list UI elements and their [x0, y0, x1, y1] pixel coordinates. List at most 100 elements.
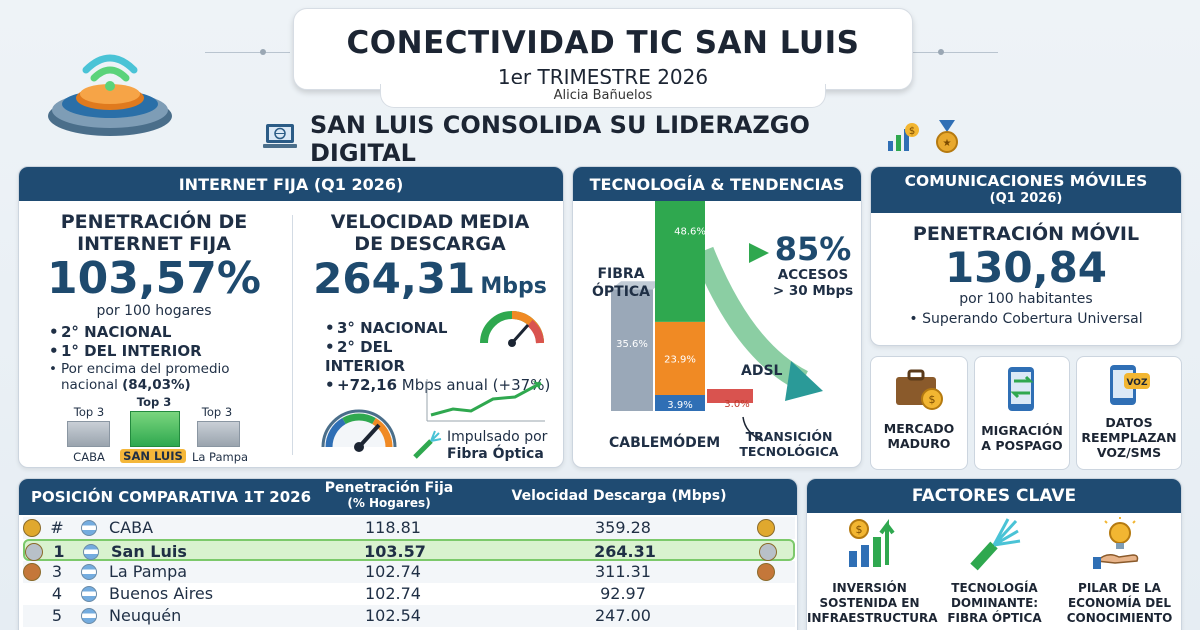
speed-block: VELOCIDAD MEDIA DE DESCARGA 264,31 Mbps	[295, 211, 563, 312]
growth-chart-icon: $	[884, 121, 920, 157]
large-gauge-icon	[317, 399, 401, 457]
stat-85: 85% ACCESOS > 30 Mbps	[763, 231, 861, 299]
fixed-internet-header: INTERNET FIJA (Q1 2026)	[19, 167, 563, 201]
svg-text:$: $	[909, 126, 915, 137]
col-penetration: Penetración Fija (% Hogares)	[324, 480, 454, 511]
ranking-header: POSICIÓN COMPARATIVA 1T 2026 Penetración…	[19, 479, 797, 515]
wifi-logo-icon	[40, 28, 180, 143]
header-rule-right	[913, 52, 998, 53]
province-flag-icon	[83, 544, 99, 560]
speed-medal-icon	[757, 519, 775, 537]
speed-value: 311.31	[595, 562, 651, 581]
trend-line-icon	[423, 375, 549, 429]
label-fibra-2: ÓPTICA	[591, 284, 651, 300]
speed-medal-icon	[757, 563, 775, 581]
transition-line1: TRANSICIÓN	[745, 429, 833, 444]
transition-arrow	[742, 416, 764, 442]
tecnologia-line2: DOMINANTE:	[950, 596, 1039, 610]
rank-medal-icon	[23, 563, 41, 581]
bar-adsl-label: 3.0%	[724, 399, 749, 410]
rank-number: 3	[51, 562, 63, 581]
table-row: 5 Neuquén 102.54 247.00	[23, 605, 795, 627]
podium-bar-sanluis	[130, 411, 180, 447]
province-flag-icon	[81, 564, 97, 580]
tech-panel: TECNOLOGÍA & TENDENCIAS 35.6% 3.9% 23.9% 48…	[572, 166, 862, 468]
penetration-note-2: nacional (84,03%)	[61, 377, 191, 393]
label-fibra-1: FIBRA	[597, 266, 645, 282]
datos-line1: DATOS	[1105, 415, 1153, 430]
speed-medal-icon	[759, 543, 777, 561]
mobile-title: PENETRACIÓN MÓVIL	[912, 223, 1140, 245]
bar-fibra-label: 48.6%	[674, 226, 706, 237]
fiber-driver-line1: Impulsado por	[447, 429, 548, 445]
penetration-title-2: INTERNET FIJA	[77, 233, 231, 255]
speed-value: 264.31	[594, 542, 656, 561]
speed-unit: Mbps	[480, 274, 547, 299]
podium-label-caba: CABA	[73, 450, 105, 464]
pospago-line1: MIGRACIÓN	[981, 423, 1063, 438]
mobile-unit: por 100 habitantes	[959, 291, 1093, 307]
penetration-value: 103.57	[364, 542, 426, 561]
podium-label-sanluis: SAN LUIS	[120, 449, 186, 463]
page-title: CONECTIVIDAD TIC SAN LUIS	[346, 25, 860, 61]
speed-value: 359.28	[595, 518, 651, 537]
factors-panel: FACTORES CLAVE $ INVERSIÓN SOSTENIDA EN …	[806, 478, 1182, 630]
bar-orange-label: 23.9%	[664, 354, 696, 365]
lightbulb-hand-icon	[1057, 517, 1181, 575]
tecnologia-line3: FIBRA ÓPTICA	[947, 611, 1042, 625]
trend-arrow	[692, 246, 809, 391]
podium-top-caba: Top 3	[73, 405, 105, 419]
rank-number: 4	[51, 584, 63, 603]
speed-value: 247.00	[595, 606, 651, 625]
penetration-value: 102.74	[365, 584, 421, 603]
factor-pilar: PILAR DE LA ECONOMÍA DEL CONOCIMIENTO	[1057, 517, 1181, 626]
title-card: CONECTIVIDAD TIC SAN LUIS 1er TRIMESTRE …	[293, 8, 913, 90]
table-row: # CABA 118.81 359.28	[23, 517, 795, 539]
pospago-line2: A POSPAGO	[981, 438, 1063, 453]
datos-line3: VOZ/SMS	[1096, 445, 1162, 460]
small-gauge-icon	[478, 307, 546, 351]
penetration-block: PENETRACIÓN DE INTERNET FIJA 103,57% por…	[19, 211, 289, 319]
penetration-value: 102.54	[365, 606, 421, 625]
province-name: CABA	[109, 518, 154, 537]
voz-phone-icon: VOZ	[1077, 363, 1181, 411]
mobile-header-1: COMUNICACIONES MÓVILES	[904, 172, 1148, 190]
factor-tecnologia: TECNOLOGÍA DOMINANTE: FIBRA ÓPTICA	[932, 517, 1057, 626]
factor-inversion: $ INVERSIÓN SOSTENIDA EN INFRAESTRUCTURA	[807, 517, 938, 626]
speed-title-1: VELOCIDAD MEDIA	[330, 211, 530, 233]
province-flag-icon	[81, 586, 97, 602]
fiber-cable-icon	[413, 429, 443, 463]
bar-cablemodem-label: 35.6%	[616, 339, 648, 350]
speed-growth: • +72,16 Mbps anual (+37%)	[325, 376, 551, 394]
penetration-note: • Por encima del promedio	[49, 361, 230, 377]
speed-value-row: 264,31 Mbps	[295, 255, 563, 312]
bar-blue-label: 3.9%	[667, 400, 692, 411]
datos-line2: REEMPLAZAN	[1081, 430, 1177, 445]
bar-cablemodem-top	[611, 281, 663, 290]
bar-orange	[655, 321, 705, 395]
transition-line2: TECNOLÓGICA	[739, 444, 839, 459]
rank-medal-icon	[23, 519, 41, 537]
factors-header: FACTORES CLAVE	[807, 479, 1181, 513]
podium-bar-lapampa	[197, 421, 240, 447]
header-rule-dot-left	[260, 49, 266, 55]
svg-text:$: $	[855, 523, 862, 536]
laptop-globe-icon	[262, 122, 298, 156]
podium-bar-caba	[67, 421, 110, 447]
headline-bar: SAN LUIS CONSOLIDA SU LIDERAZGO DIGITAL …	[262, 111, 962, 167]
author-name: Alicia Bañuelos	[553, 88, 653, 103]
podium-top-sanluis: Top 3	[136, 395, 172, 409]
header-rule-dot-right	[938, 49, 944, 55]
mobile-card-pospago: MIGRACIÓN A POSPAGO	[974, 356, 1070, 470]
stat-85-line2: > 30 Mbps	[772, 283, 854, 299]
tech-header: TECNOLOGÍA & TENDENCIAS	[573, 167, 861, 201]
penetration-title-1: PENETRACIÓN DE	[60, 211, 248, 233]
svg-text:★: ★	[943, 138, 952, 149]
rank-medal-icon	[25, 543, 43, 561]
label-cablemodem: CABLEMÓDEM	[609, 435, 721, 451]
fixed-internet-divider	[292, 215, 293, 455]
fiber-driver-text: Impulsado por Fibra Óptica	[447, 429, 547, 463]
province-flag-icon	[81, 520, 97, 536]
col-speed: Velocidad Descarga (Mbps)	[511, 488, 727, 504]
fiber-driver-line2: Fibra Óptica	[447, 446, 544, 462]
